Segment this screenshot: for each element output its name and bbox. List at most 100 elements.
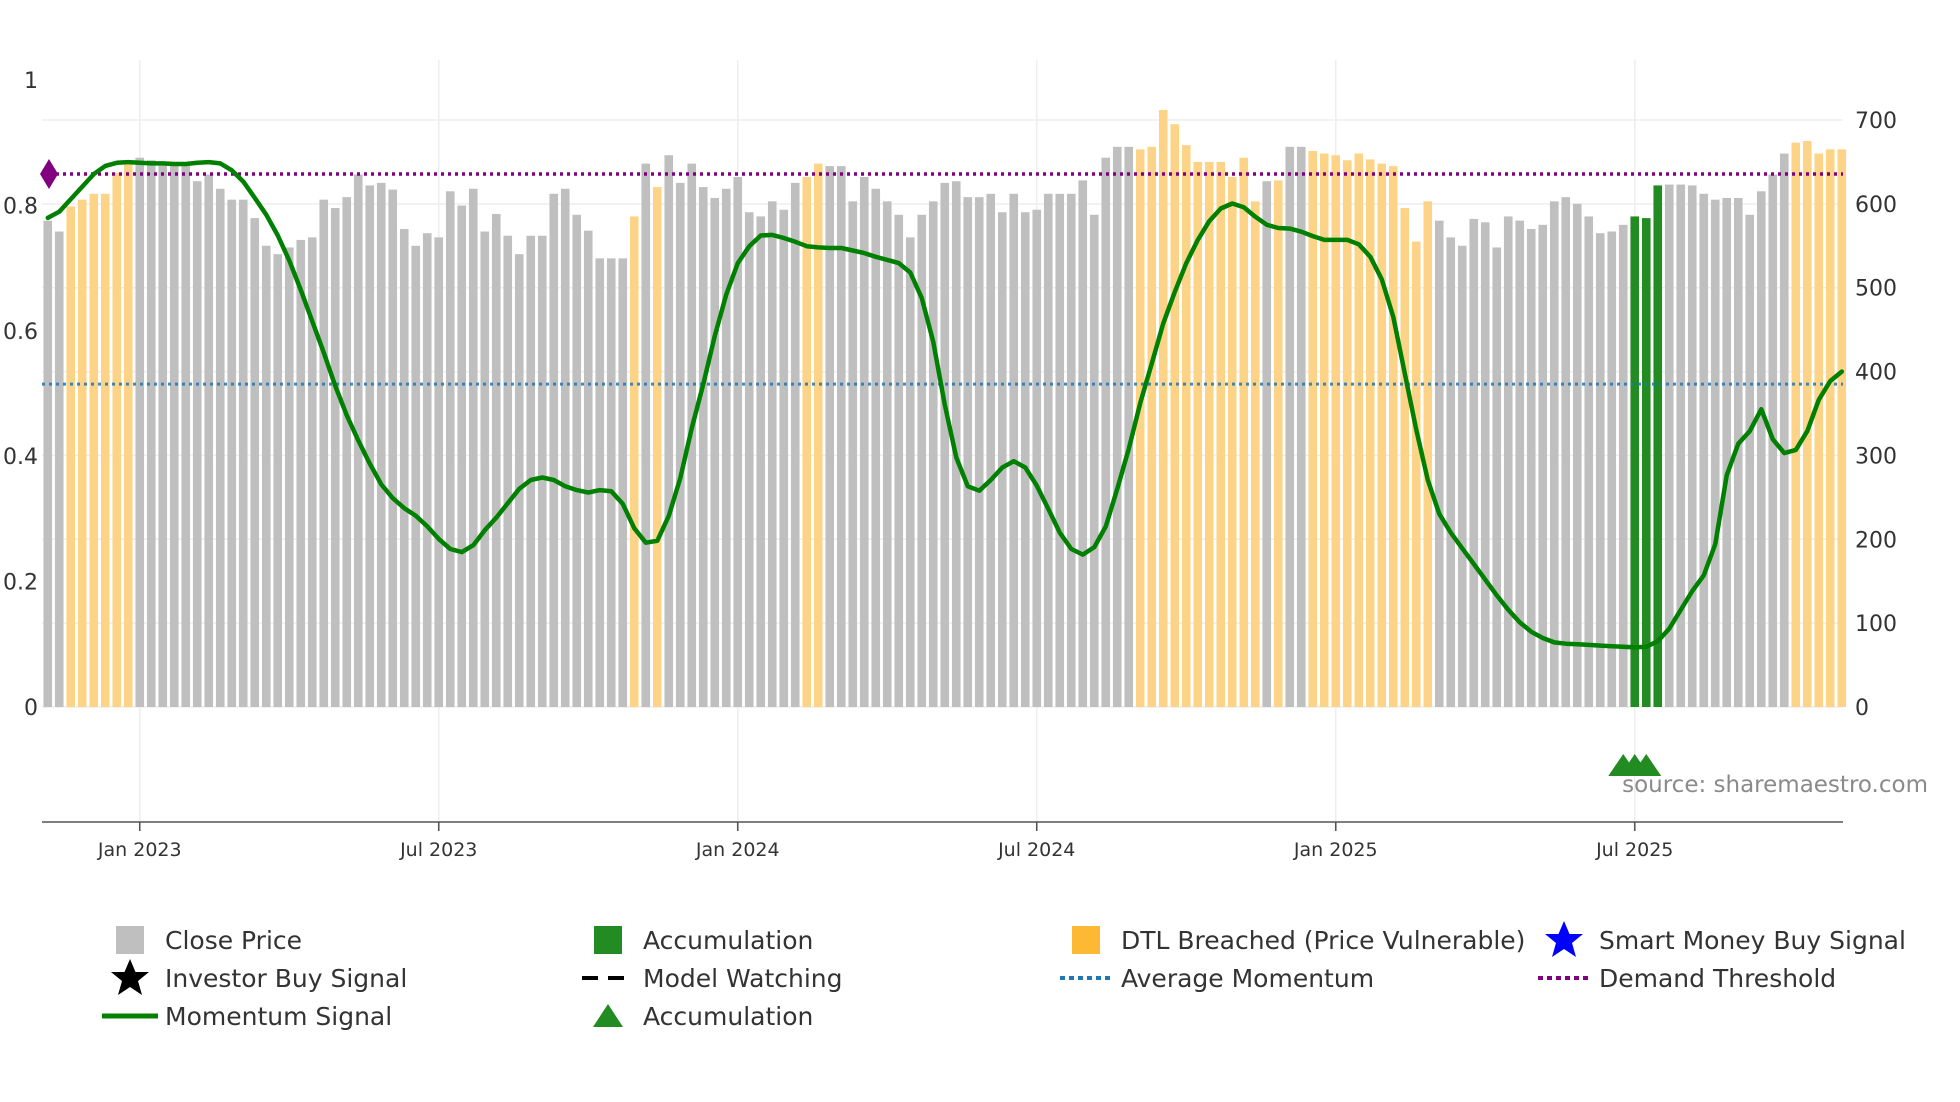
- dtl-breached-bar-154: [1814, 153, 1824, 708]
- close-price-bar-50: [618, 258, 628, 707]
- dtl-breached-bar-98: [1170, 124, 1180, 707]
- close-price-bar-143: [1687, 185, 1697, 707]
- dtl-breached-bar-118: [1400, 208, 1410, 708]
- close-price-bar-128: [1515, 220, 1525, 707]
- y-left-tick-label-2: 0.4: [3, 445, 38, 470]
- close-price-bar-61: [744, 212, 754, 707]
- close-price-bar-45: [560, 188, 570, 707]
- close-price-bar-43: [537, 235, 547, 708]
- dtl-breached-bar-156: [1837, 149, 1847, 708]
- close-price-bar-9: [146, 160, 156, 707]
- close-price-bar-60: [733, 177, 743, 708]
- close-price-bar-90: [1078, 180, 1088, 707]
- dtl-breached-bar-111: [1319, 153, 1329, 708]
- signal-lines: [42, 159, 1845, 650]
- close-price-bar-75: [905, 237, 915, 707]
- close-price-bar-84: [1009, 193, 1019, 707]
- dtl-breached-bar-113: [1342, 160, 1352, 707]
- close-price-bar-132: [1561, 197, 1571, 708]
- close-price-bar-28: [365, 185, 375, 707]
- dtl-breached-bar-2: [66, 206, 76, 707]
- close-price-bar-91: [1089, 214, 1099, 707]
- close-price-bar-149: [1756, 191, 1766, 707]
- close-price-bar-18: [250, 218, 260, 707]
- dtl-breached-bar-6: [112, 172, 122, 707]
- accumulation-bar-139: [1641, 218, 1651, 707]
- close-price-bar-131: [1549, 201, 1559, 707]
- close-price-bar-136: [1607, 231, 1617, 707]
- close-price-bar-25: [330, 208, 340, 708]
- close-price-bar-46: [572, 214, 582, 707]
- dtl-breached-bar-105: [1250, 201, 1260, 707]
- close-price-bar-145: [1710, 199, 1720, 707]
- close-price-bar-21: [284, 247, 294, 707]
- close-price-bar-94: [1124, 146, 1134, 707]
- close-price-bar-31: [399, 229, 409, 707]
- dtl-breached-bar-112: [1331, 155, 1341, 708]
- dtl-breached-bar-53: [652, 187, 662, 708]
- close-price-bar-49: [606, 258, 616, 707]
- close-price-bar-121: [1434, 220, 1444, 707]
- x-tick-label-4: Jan 2025: [1293, 839, 1378, 861]
- close-price-bar-144: [1699, 193, 1709, 707]
- close-price-bar-39: [491, 213, 501, 708]
- close-price-bar-142: [1676, 184, 1686, 707]
- close-price-bar-13: [192, 181, 202, 708]
- close-price-bar-133: [1572, 203, 1582, 707]
- y-right-tick-label-1: 100: [1855, 612, 1897, 637]
- close-price-bar-92: [1101, 157, 1111, 707]
- dtl-breached-bar-115: [1365, 159, 1375, 708]
- dtl-breached-bar-99: [1181, 145, 1191, 707]
- y-left-tick-label-5: 1: [24, 69, 38, 94]
- close-price-bar-71: [859, 177, 869, 708]
- close-price-bar-12: [181, 165, 191, 708]
- y-right-tick-label-7: 700: [1855, 109, 1897, 134]
- y-right-tick-label-3: 300: [1855, 444, 1897, 469]
- close-price-bar-48: [595, 258, 605, 707]
- close-price-bar-147: [1733, 197, 1743, 708]
- close-price-bar-55: [675, 182, 685, 708]
- close-price-bar-41: [514, 254, 524, 707]
- close-price-bar-134: [1584, 216, 1594, 707]
- dtl-breached-bar-120: [1423, 201, 1433, 707]
- x-tick-label-5: Jul 2025: [1595, 839, 1673, 861]
- demand-threshold-diamond-0: [40, 159, 58, 190]
- y-left-tick-label-0: 0: [24, 696, 38, 721]
- close-price-bar-54: [664, 155, 674, 708]
- source-label: source: sharemaestro.com: [1622, 772, 1928, 798]
- close-price-bar-10: [158, 161, 168, 707]
- close-price-bar-129: [1526, 229, 1536, 707]
- y-right-tick-label-6: 600: [1855, 193, 1897, 218]
- close-price-bar-80: [963, 197, 973, 708]
- dtl-breached-bar-155: [1825, 149, 1835, 708]
- close-price-bar-32: [411, 245, 421, 708]
- dtl-breached-bar-102: [1216, 161, 1226, 707]
- close-price-bar-37: [468, 188, 478, 707]
- dtl-breached-bar-110: [1308, 151, 1318, 707]
- close-price-bar-36: [457, 205, 467, 707]
- close-price-bar-8: [135, 157, 145, 707]
- close-price-bar-81: [974, 197, 984, 708]
- close-price-bar-68: [825, 166, 835, 707]
- close-price-bar-123: [1457, 245, 1467, 708]
- close-price-bar-106: [1262, 181, 1272, 708]
- y-right-tick-label-5: 500: [1855, 277, 1897, 302]
- close-price-bar-42: [526, 235, 536, 708]
- close-price-bar-23: [307, 237, 317, 707]
- dtl-breached-bar-100: [1193, 161, 1203, 707]
- close-price-bar-29: [376, 182, 386, 708]
- close-price-bar-126: [1492, 247, 1502, 707]
- close-price-bar-70: [848, 201, 858, 707]
- dtl-breached-bar-4: [89, 193, 99, 707]
- close-price-bar-72: [871, 188, 881, 707]
- x-axis-ticks: Jan 2023 Jul 2023 Jan 2024 Jul 2024 Jan 2025…: [97, 822, 1673, 861]
- y-axis-left: 0 0.2 0.4 0.6 0.8 1: [3, 69, 38, 721]
- close-price-bar-16: [227, 199, 237, 707]
- close-price-bar-77: [928, 201, 938, 707]
- dtl-breached-bar-95: [1135, 149, 1145, 708]
- close-price-bar-47: [583, 230, 593, 708]
- close-price-bar-30: [388, 189, 398, 707]
- dtl-breached-bar-104: [1239, 157, 1249, 707]
- y-left-tick-label-1: 0.2: [3, 571, 38, 596]
